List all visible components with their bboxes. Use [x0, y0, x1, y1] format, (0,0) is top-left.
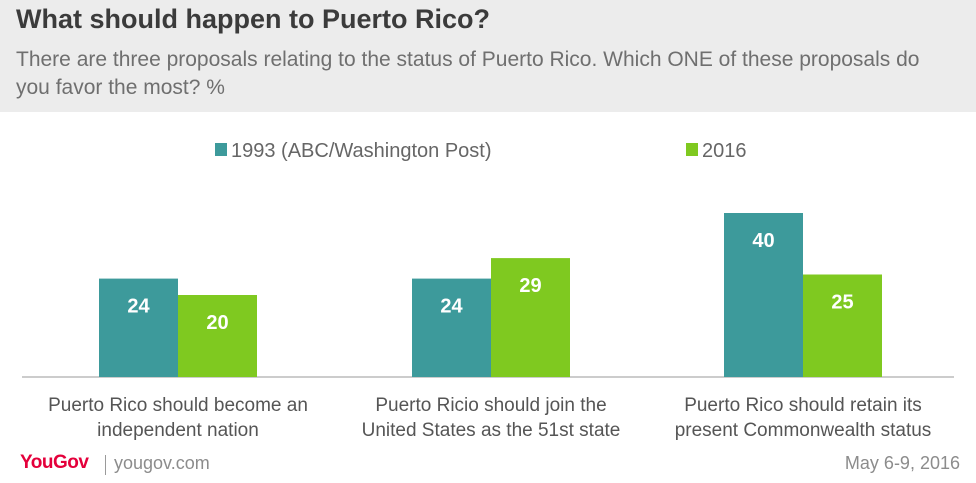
- bar-1993-cat2: [412, 278, 491, 377]
- category-label-2-line1: Puerto Ricio should join the: [375, 395, 606, 416]
- legend-swatch-1993: [215, 143, 227, 156]
- legend-label-2016: 2016: [702, 140, 747, 162]
- header-band: What should happen to Puerto Rico? There…: [0, 0, 976, 112]
- yougov-logo: YouGov: [20, 452, 89, 473]
- data-label-1993-cat2: 24: [440, 296, 463, 318]
- survey-date: May 6-9, 2016: [844, 453, 960, 473]
- bar-chart: 1993 (ABC/Washington Post) 2016 24 20 Puerto…: [22, 140, 954, 441]
- data-label-1993-cat1: 24: [127, 296, 150, 318]
- category-label-1-line1: Puerto Rico should become an: [48, 395, 308, 416]
- category-label-2-line2: United States as the 51st state: [362, 420, 621, 441]
- data-label-2016-cat1: 20: [206, 312, 228, 334]
- bar-2016-cat2: [491, 258, 570, 377]
- data-label-1993-cat3: 40: [752, 230, 774, 252]
- legend-label-1993: 1993 (ABC/Washington Post): [231, 140, 492, 162]
- chart-title: What should happen to Puerto Rico?: [16, 4, 490, 34]
- category-label-1-line2: independent nation: [97, 420, 259, 441]
- footer-site-link[interactable]: yougov.com: [114, 453, 210, 473]
- legend-swatch-2016: [686, 143, 698, 156]
- category-label-3-line1: Puerto Rico should retain its: [684, 395, 922, 416]
- bar-2016-cat1: [178, 295, 257, 377]
- bar-1993-cat3: [724, 213, 803, 377]
- category-label-3-line2: present Commonwealth status: [675, 420, 932, 441]
- bar-2016-cat3: [803, 274, 882, 377]
- data-label-2016-cat2: 29: [519, 275, 541, 297]
- bar-1993-cat1: [99, 278, 178, 377]
- data-label-2016-cat3: 25: [831, 292, 853, 314]
- footer-divider: [105, 455, 106, 475]
- chart-subtitle: There are three proposals relating to th…: [16, 48, 920, 99]
